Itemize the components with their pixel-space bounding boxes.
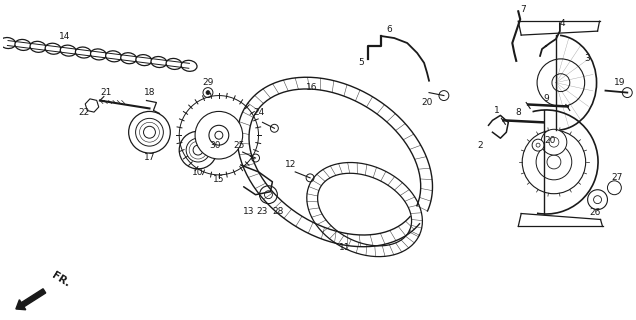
Ellipse shape xyxy=(136,55,151,66)
Text: 13: 13 xyxy=(243,207,254,216)
Ellipse shape xyxy=(45,43,61,54)
Text: 30: 30 xyxy=(209,140,221,150)
Text: 3: 3 xyxy=(584,54,590,63)
Text: 7: 7 xyxy=(520,5,526,14)
Text: 10: 10 xyxy=(192,168,204,177)
Ellipse shape xyxy=(106,51,121,62)
Text: 27: 27 xyxy=(612,173,623,182)
FancyArrow shape xyxy=(16,289,46,310)
Text: 21: 21 xyxy=(100,88,111,97)
Circle shape xyxy=(532,139,544,151)
Circle shape xyxy=(552,74,570,92)
Ellipse shape xyxy=(90,49,106,60)
Circle shape xyxy=(536,144,572,180)
Circle shape xyxy=(522,130,586,194)
Text: 23: 23 xyxy=(257,207,268,216)
Circle shape xyxy=(270,124,279,132)
Ellipse shape xyxy=(15,39,31,51)
Circle shape xyxy=(128,111,170,153)
Text: 4: 4 xyxy=(560,19,565,28)
Ellipse shape xyxy=(0,37,16,49)
Text: 18: 18 xyxy=(144,88,155,97)
Ellipse shape xyxy=(166,59,182,69)
Ellipse shape xyxy=(151,57,167,68)
Text: 28: 28 xyxy=(273,207,284,216)
Circle shape xyxy=(144,126,155,138)
Text: 26: 26 xyxy=(589,208,600,217)
Circle shape xyxy=(607,181,621,195)
Circle shape xyxy=(306,174,314,182)
Circle shape xyxy=(179,131,217,169)
Circle shape xyxy=(195,111,243,159)
Text: 6: 6 xyxy=(387,25,392,34)
Circle shape xyxy=(206,91,210,95)
Text: 24: 24 xyxy=(253,108,264,117)
Circle shape xyxy=(215,131,223,139)
Text: 12: 12 xyxy=(284,160,296,170)
Circle shape xyxy=(209,125,229,145)
Text: FR.: FR. xyxy=(50,270,72,289)
Circle shape xyxy=(203,88,213,98)
Text: 8: 8 xyxy=(515,108,521,117)
Text: 11: 11 xyxy=(339,243,350,252)
Circle shape xyxy=(593,196,602,204)
Text: 25: 25 xyxy=(233,140,244,150)
Circle shape xyxy=(186,138,210,162)
Text: 16: 16 xyxy=(307,83,318,92)
Ellipse shape xyxy=(181,60,197,71)
Ellipse shape xyxy=(76,47,91,58)
Ellipse shape xyxy=(121,53,137,64)
Circle shape xyxy=(193,145,203,155)
Circle shape xyxy=(252,154,259,162)
Circle shape xyxy=(623,88,632,98)
Text: 9: 9 xyxy=(543,94,549,103)
Ellipse shape xyxy=(30,41,46,52)
Circle shape xyxy=(541,129,567,155)
Text: 2: 2 xyxy=(478,140,483,150)
Text: 14: 14 xyxy=(59,32,70,41)
Circle shape xyxy=(536,143,540,147)
Text: 22: 22 xyxy=(78,108,90,117)
Text: 15: 15 xyxy=(213,175,225,184)
Text: 5: 5 xyxy=(359,58,364,67)
Text: 20: 20 xyxy=(422,98,432,107)
Text: 1: 1 xyxy=(494,106,499,115)
Circle shape xyxy=(537,59,584,107)
Circle shape xyxy=(547,155,561,169)
Circle shape xyxy=(439,91,449,100)
Text: 20: 20 xyxy=(544,136,556,145)
Circle shape xyxy=(265,191,272,199)
Circle shape xyxy=(259,186,277,204)
Circle shape xyxy=(549,137,559,147)
Text: 19: 19 xyxy=(614,78,625,87)
Text: 17: 17 xyxy=(144,153,155,162)
Text: 29: 29 xyxy=(202,78,214,87)
Circle shape xyxy=(135,118,163,146)
Ellipse shape xyxy=(60,45,76,56)
Circle shape xyxy=(588,190,607,210)
